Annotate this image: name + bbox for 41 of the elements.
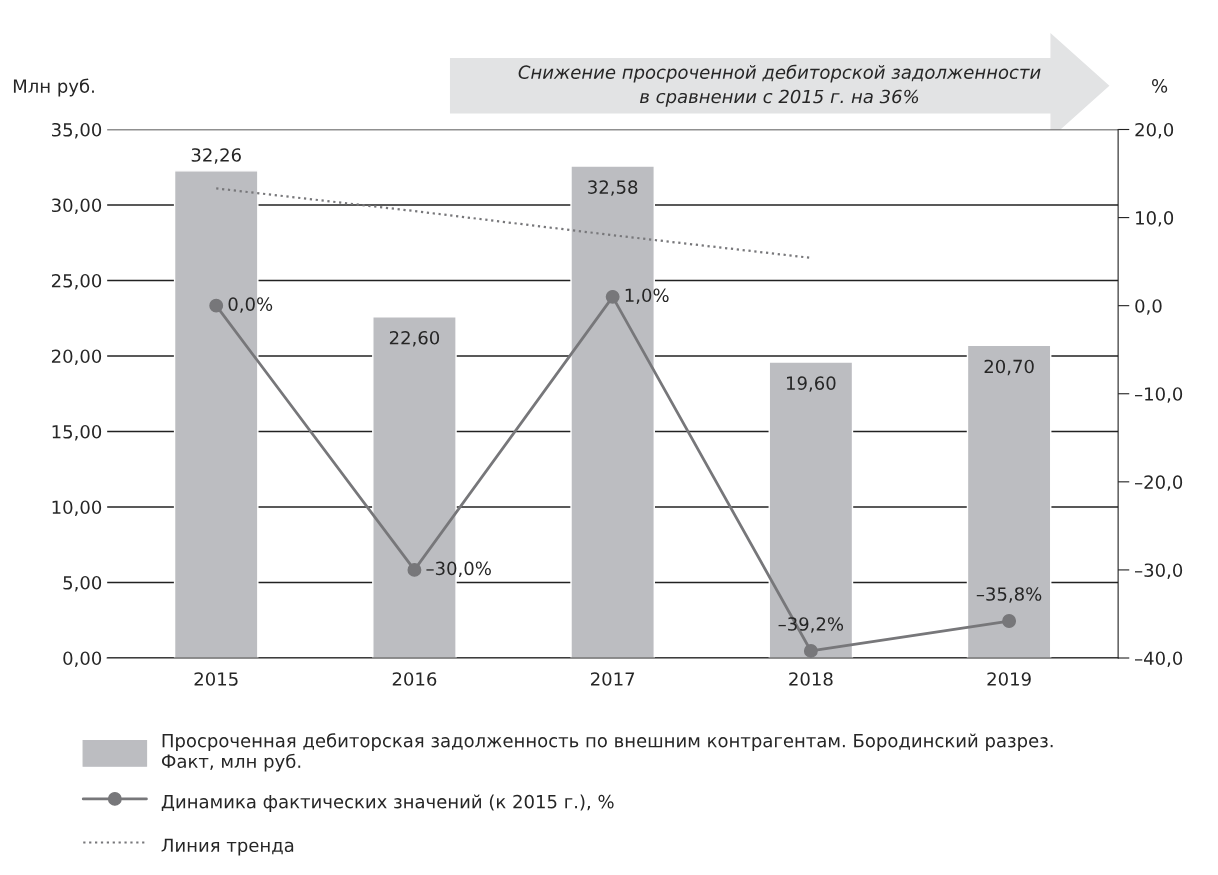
x-tick-label: 2018 (789, 672, 833, 686)
point (605, 289, 620, 304)
y2-tick-label: –40,0 (1134, 651, 1183, 667)
y-tick-label: 15,00 (52, 424, 102, 441)
y-tick-label: 0,00 (63, 651, 102, 667)
point (407, 562, 422, 577)
y2-tick-label: 10,0 (1136, 211, 1174, 227)
legend-label: Просроченная дебиторская задолженность по внешним контрагентам. Бородинский разрез. Факт, млн руб. (161, 733, 1053, 772)
y-tick-label: 20,00 (51, 349, 102, 365)
data-label: 32,26 (191, 148, 241, 164)
data-label: 19,60 (787, 376, 836, 392)
y2-tick-label: 20,0 (1135, 122, 1174, 139)
point (803, 644, 818, 658)
y2-tick-label: –20,0 (1134, 475, 1183, 491)
x-tick-label: 2015 (194, 672, 238, 686)
data-label: 20,70 (984, 359, 1034, 376)
point (209, 298, 224, 313)
x-tick-label: 2016 (392, 672, 437, 686)
legend-label: Линия тренда (161, 838, 294, 856)
y-tick-label: 10,00 (52, 500, 102, 516)
data-label: 32,58 (588, 180, 638, 196)
y-tick-label: 5,00 (63, 575, 102, 592)
x-tick-label: 2017 (591, 672, 635, 686)
y-tick-label: 25,00 (51, 273, 102, 290)
data-label: 22,60 (389, 330, 440, 347)
y2-axis-title: % (1152, 79, 1168, 93)
y2-tick-label: –10,0 (1134, 387, 1183, 403)
y-tick-label: 35,00 (52, 122, 102, 139)
y2-tick-label: –30,0 (1134, 563, 1183, 579)
point (1002, 614, 1017, 628)
data-label: –30,0% (426, 561, 491, 577)
y-tick-label: 30,00 (52, 198, 102, 214)
y2-tick-label: 0,0 (1135, 299, 1162, 315)
text: Снижение просроченной дебиторской задолженности в сравнении с 2015 г. на 36% (518, 64, 1041, 107)
x-tick-label: 2019 (987, 672, 1031, 686)
data-label: –35,8% (976, 587, 1042, 603)
data-label: 1,0% (625, 288, 669, 304)
y-axis-title: Млн руб. (13, 78, 94, 97)
data-label: 0,0% (228, 297, 273, 313)
data-label: –39,2% (778, 617, 844, 633)
legend-label: Динамика фактических значений (к 2015 г.), % (161, 794, 614, 812)
